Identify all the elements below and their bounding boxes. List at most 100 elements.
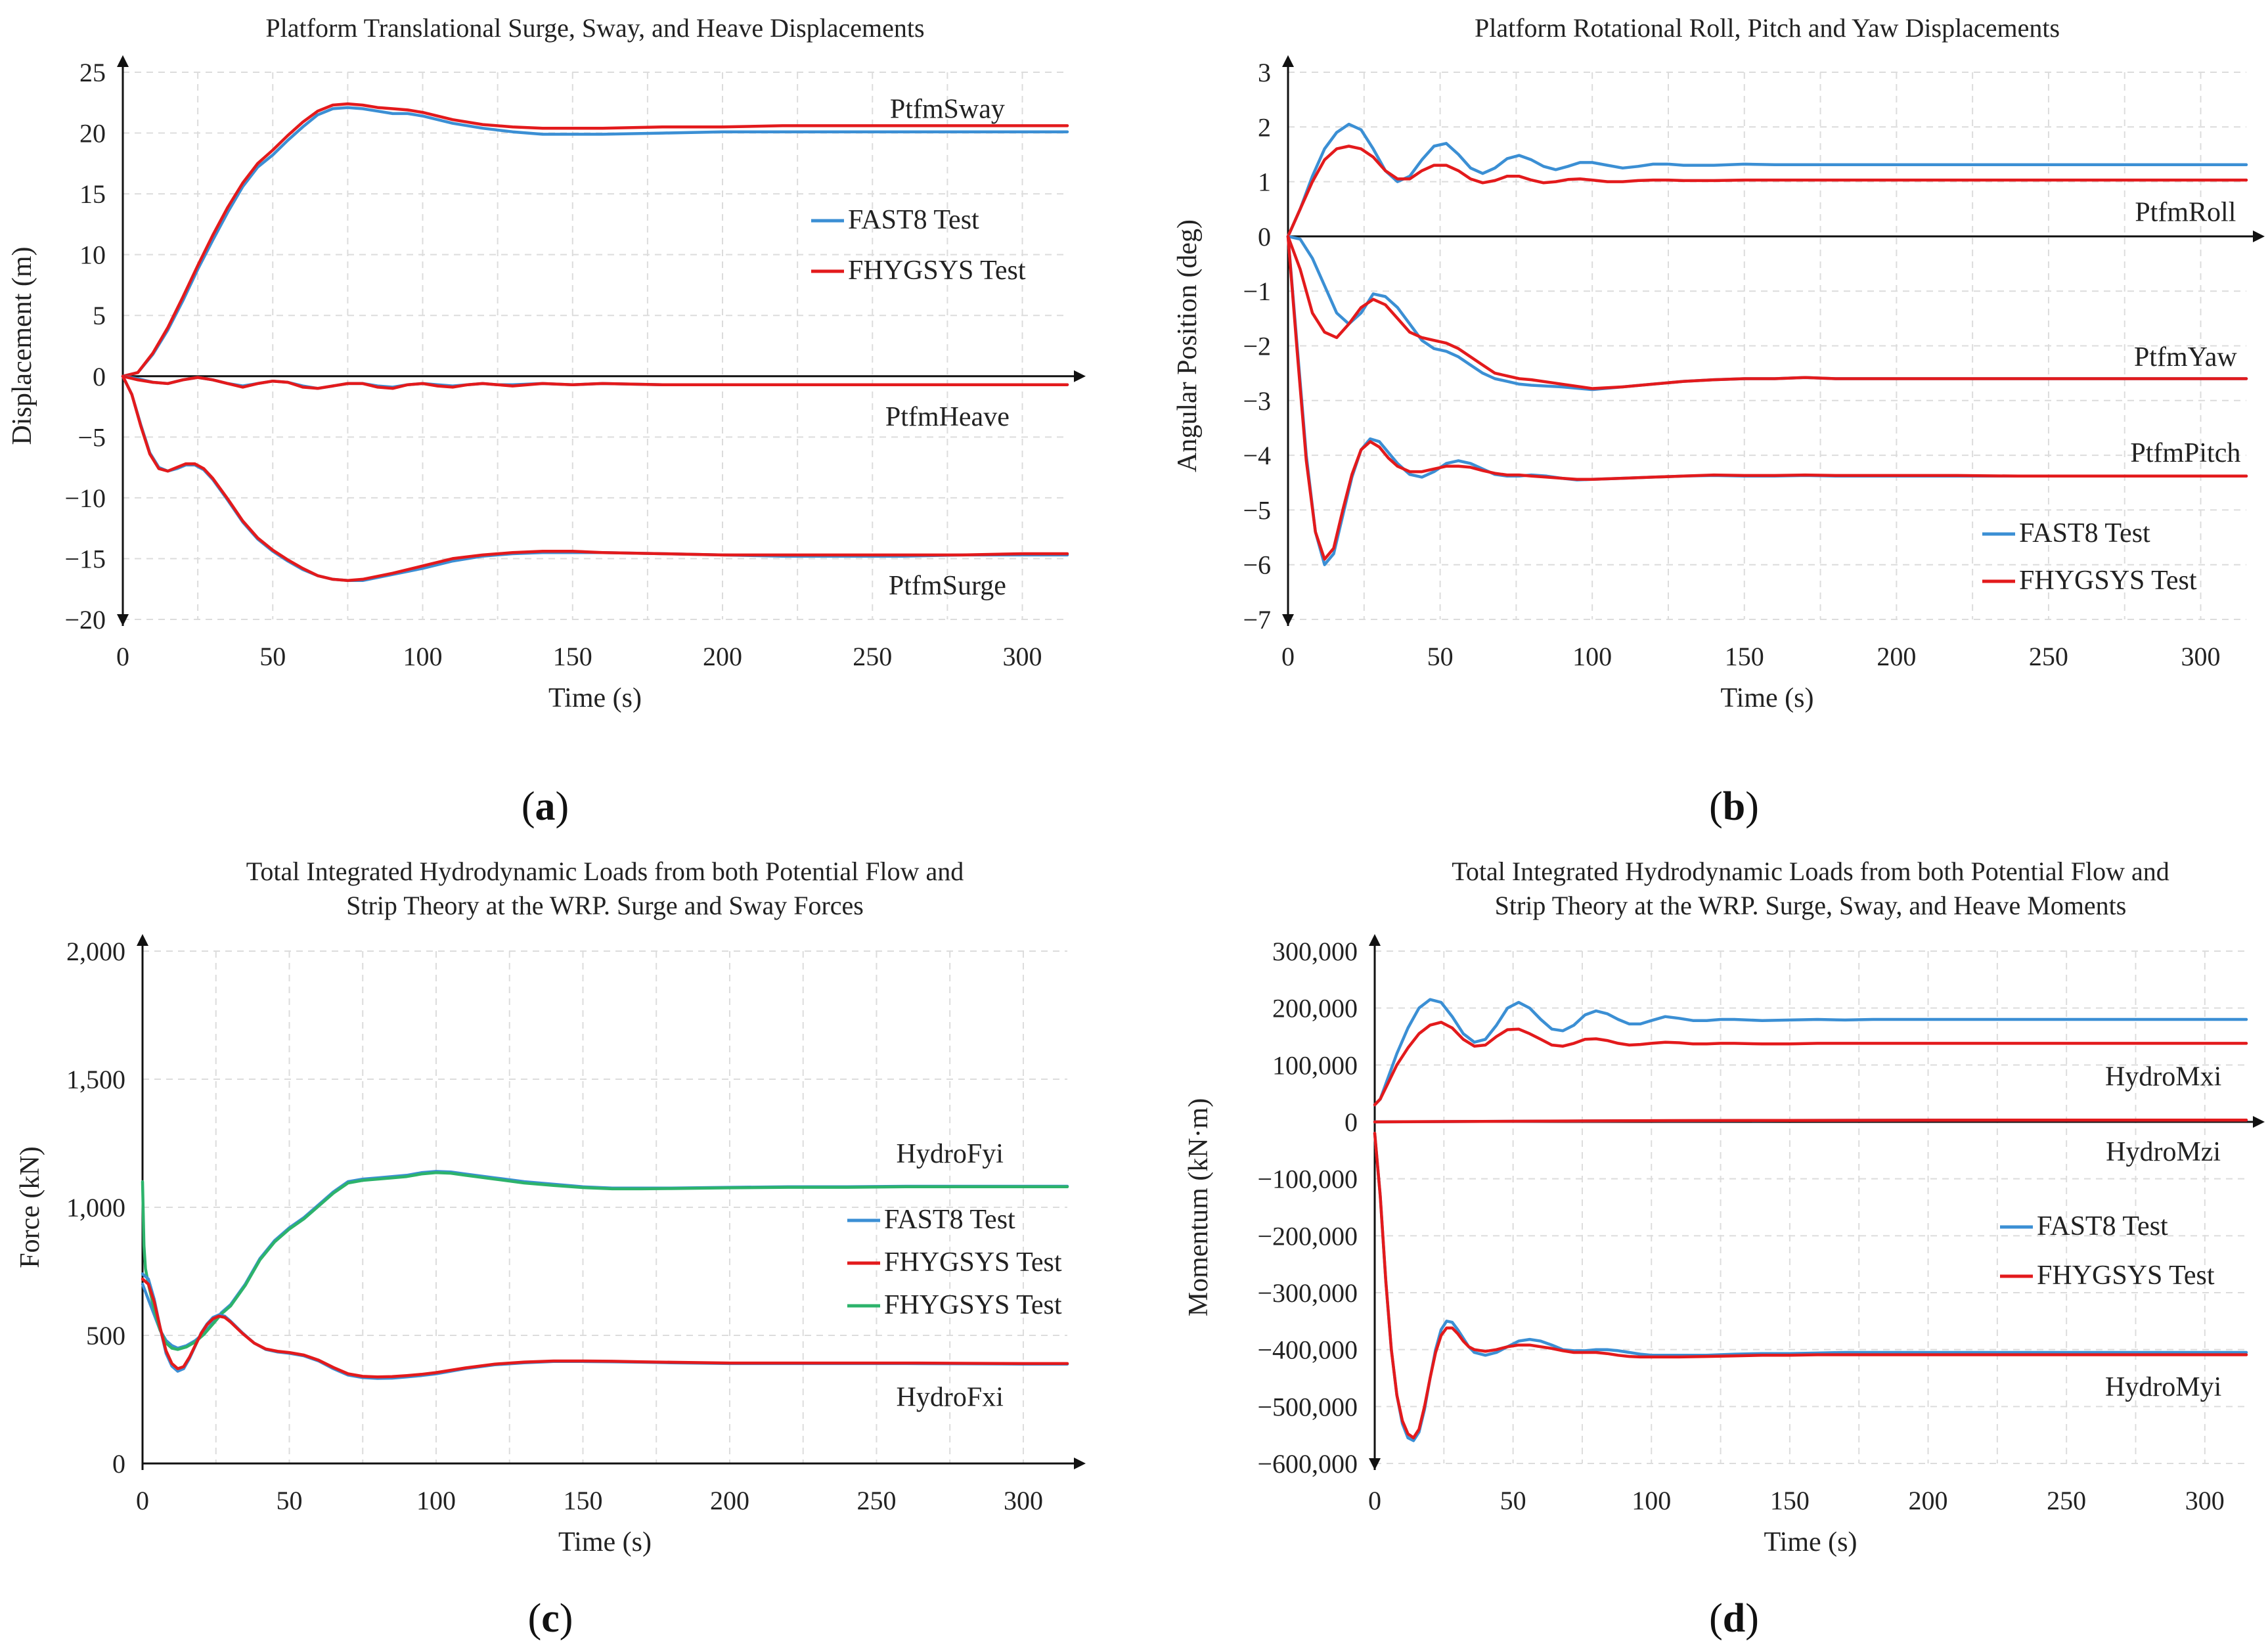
y-tick-label: 500 [86, 1321, 125, 1350]
series-label: PtfmRoll [2135, 197, 2236, 227]
y-axis-label: Displacement (m) [7, 246, 37, 445]
chart-title: Total Integrated Hydrodynamic Loads from… [1452, 857, 2169, 886]
series-line-hydromzi-fhygsys-test [1373, 1118, 2248, 1124]
x-tick-label: 150 [1725, 642, 1764, 671]
series-label: HydroFxi [897, 1383, 1004, 1413]
x-tick-label: 200 [710, 1486, 749, 1515]
y-tick-label: −20 [64, 605, 106, 635]
y-tick-label: −100,000 [1257, 1165, 1358, 1194]
y-tick-label: 10 [79, 240, 106, 270]
series-line-ptfmyaw-fhygsys-test [1286, 234, 2248, 390]
x-axis-label: Time (s) [1764, 1527, 1857, 1557]
y-tick-label: −5 [78, 422, 106, 452]
y-tick-label: 0 [93, 362, 106, 391]
y-tick-label: 100,000 [1272, 1050, 1358, 1080]
y-tick-label: −500,000 [1257, 1392, 1358, 1421]
y-axis-label: Force (kN) [15, 1146, 45, 1268]
x-tick-label: 200 [1877, 642, 1916, 671]
x-tick-label: 100 [403, 642, 443, 671]
y-axis-arrow-down [1282, 614, 1294, 626]
x-tick-label: 300 [2185, 1486, 2225, 1515]
series-line-hydrofyi-fhygsys-test [141, 1171, 1069, 1351]
legend-entry: FHYGSYS Test [2037, 1260, 2215, 1291]
y-tick-label: 3 [1258, 58, 1271, 87]
x-tick-label: 0 [136, 1486, 149, 1515]
x-tick-label: 50 [259, 642, 286, 671]
series-line-hydromxi-fhygsys-test [1373, 1021, 2248, 1107]
y-tick-label: 300,000 [1272, 937, 1358, 966]
y-tick-label: 1 [1258, 167, 1271, 197]
series-line-hydrofxi-fhygsys-test [141, 1277, 1069, 1379]
y-tick-label: −7 [1243, 605, 1271, 635]
y-tick-label: −400,000 [1257, 1335, 1358, 1365]
y-tick-label: 5 [93, 301, 106, 330]
series-line-hydromxi-fast8-test [1373, 998, 2248, 1107]
x-tick-label: 0 [1368, 1486, 1381, 1515]
series-line-ptfmroll-fast8-test [1286, 122, 2248, 238]
series-line-ptfmsurge-fhygsys-test [121, 374, 1069, 583]
x-tick-label: 0 [1281, 642, 1295, 671]
y-axis-arrow-up [1282, 55, 1294, 67]
legend-entry: FAST8 Test [848, 205, 979, 235]
x-tick-label: 250 [2029, 642, 2068, 671]
y-tick-label: 2 [1258, 112, 1271, 142]
chart-title: Strip Theory at the WRP. Surge and Sway … [346, 891, 864, 920]
y-axis-arrow-up [1369, 934, 1381, 946]
legend-entry: FHYGSYS Test [884, 1290, 1062, 1320]
y-tick-label: −5 [1243, 495, 1271, 525]
x-tick-label: 150 [553, 642, 592, 671]
series-line-ptfmroll-fhygsys-test [1286, 145, 2248, 238]
y-tick-label: 1,000 [66, 1193, 125, 1222]
y-tick-label: 200,000 [1272, 994, 1358, 1023]
x-axis-arrow [2253, 230, 2265, 242]
x-tick-label: 300 [1003, 642, 1042, 671]
y-tick-label: 1,500 [66, 1065, 125, 1094]
legend-entry: FHYGSYS Test [884, 1247, 1062, 1278]
chart-title: Total Integrated Hydrodynamic Loads from… [246, 857, 964, 886]
subfigure-label: (c) [528, 1596, 573, 1641]
legend-entry: FAST8 Test [2037, 1211, 2168, 1241]
y-tick-label: 20 [79, 119, 106, 148]
series-label: HydroMxi [2105, 1062, 2221, 1092]
y-tick-label: −300,000 [1257, 1278, 1358, 1308]
y-axis-arrow-up [117, 55, 129, 67]
x-tick-label: 50 [1500, 1486, 1526, 1515]
x-tick-label: 300 [2181, 642, 2221, 671]
chart-panel-d: Total Integrated Hydrodynamic Loads from… [1184, 857, 2265, 1641]
x-axis-arrow [1074, 1458, 1086, 1469]
y-tick-label: 0 [1258, 222, 1271, 252]
series-label: PtfmSway [890, 95, 1005, 125]
x-tick-label: 200 [703, 642, 742, 671]
series-label: HydroMzi [2106, 1137, 2221, 1167]
y-tick-label: −4 [1243, 441, 1271, 470]
y-tick-label: −2 [1243, 332, 1271, 361]
legend-entry: FAST8 Test [884, 1205, 1015, 1235]
y-tick-label: 15 [79, 179, 106, 209]
series-line-hydromyi-fhygsys-test [1373, 1132, 2248, 1440]
series-label: PtfmHeave [885, 402, 1010, 432]
y-axis-arrow-up [137, 934, 148, 946]
y-axis-arrow-down [117, 614, 129, 626]
legend-entry: FAST8 Test [2019, 518, 2150, 548]
x-tick-label: 0 [116, 642, 129, 671]
x-tick-label: 100 [1572, 642, 1612, 671]
x-tick-label: 250 [2047, 1486, 2086, 1515]
legend-entry: FHYGSYS Test [848, 256, 1026, 286]
x-tick-label: 150 [1770, 1486, 1810, 1515]
y-tick-label: −10 [64, 483, 106, 513]
x-tick-label: 200 [1909, 1486, 1948, 1515]
series-label: HydroMyi [2105, 1372, 2221, 1402]
y-axis-arrow-down [1369, 1458, 1381, 1470]
series-label: PtfmSurge [889, 571, 1006, 601]
subfigure-label: (a) [522, 784, 569, 829]
chart-panel-c: Total Integrated Hydrodynamic Loads from… [15, 857, 1086, 1641]
y-axis-label: Angular Position (deg) [1172, 219, 1203, 472]
chart-panel-a: Platform Translational Surge, Sway, and … [7, 13, 1086, 829]
y-tick-label: 25 [79, 58, 106, 87]
chart-panel-b: Platform Rotational Roll, Pitch and Yaw … [1172, 13, 2265, 829]
y-tick-label: 2,000 [66, 937, 125, 966]
chart-title: Platform Translational Surge, Sway, and … [265, 13, 924, 43]
series-line-ptfmheave-fhygsys-test [121, 374, 1069, 390]
legend-entry: FHYGSYS Test [2019, 566, 2197, 596]
